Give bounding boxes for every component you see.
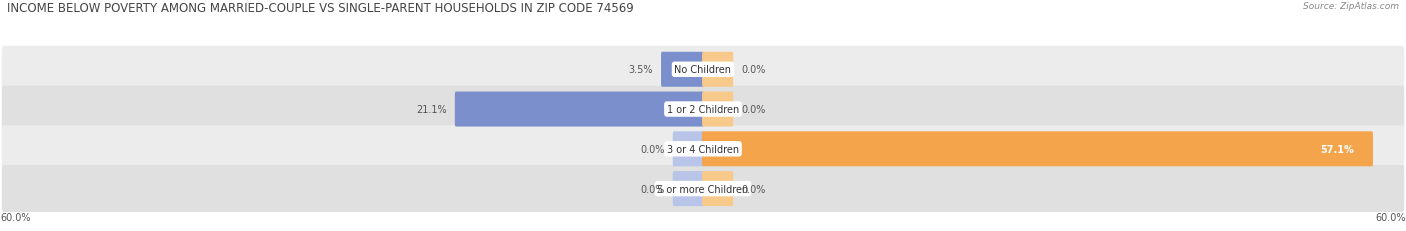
Text: 0.0%: 0.0% (640, 144, 665, 154)
Text: 1 or 2 Children: 1 or 2 Children (666, 105, 740, 115)
Text: 0.0%: 0.0% (742, 105, 766, 115)
FancyBboxPatch shape (661, 52, 704, 87)
Text: Source: ZipAtlas.com: Source: ZipAtlas.com (1303, 2, 1399, 11)
Text: 57.1%: 57.1% (1320, 144, 1354, 154)
FancyBboxPatch shape (702, 132, 1372, 167)
Text: No Children: No Children (675, 65, 731, 75)
FancyBboxPatch shape (456, 92, 704, 127)
Text: 3.5%: 3.5% (628, 65, 652, 75)
FancyBboxPatch shape (672, 132, 704, 167)
Text: 21.1%: 21.1% (416, 105, 447, 115)
FancyBboxPatch shape (702, 92, 734, 127)
Text: 5 or more Children: 5 or more Children (658, 184, 748, 194)
FancyBboxPatch shape (1, 165, 1405, 212)
Text: 0.0%: 0.0% (742, 184, 766, 194)
Text: 3 or 4 Children: 3 or 4 Children (666, 144, 740, 154)
FancyBboxPatch shape (1, 47, 1405, 93)
Text: 60.0%: 60.0% (0, 212, 31, 222)
Text: 0.0%: 0.0% (742, 65, 766, 75)
Text: 0.0%: 0.0% (640, 184, 665, 194)
Text: INCOME BELOW POVERTY AMONG MARRIED-COUPLE VS SINGLE-PARENT HOUSEHOLDS IN ZIP COD: INCOME BELOW POVERTY AMONG MARRIED-COUPL… (7, 2, 634, 15)
FancyBboxPatch shape (702, 171, 734, 206)
FancyBboxPatch shape (1, 126, 1405, 173)
FancyBboxPatch shape (702, 52, 734, 87)
Text: 60.0%: 60.0% (1375, 212, 1406, 222)
FancyBboxPatch shape (1, 86, 1405, 133)
FancyBboxPatch shape (672, 171, 704, 206)
